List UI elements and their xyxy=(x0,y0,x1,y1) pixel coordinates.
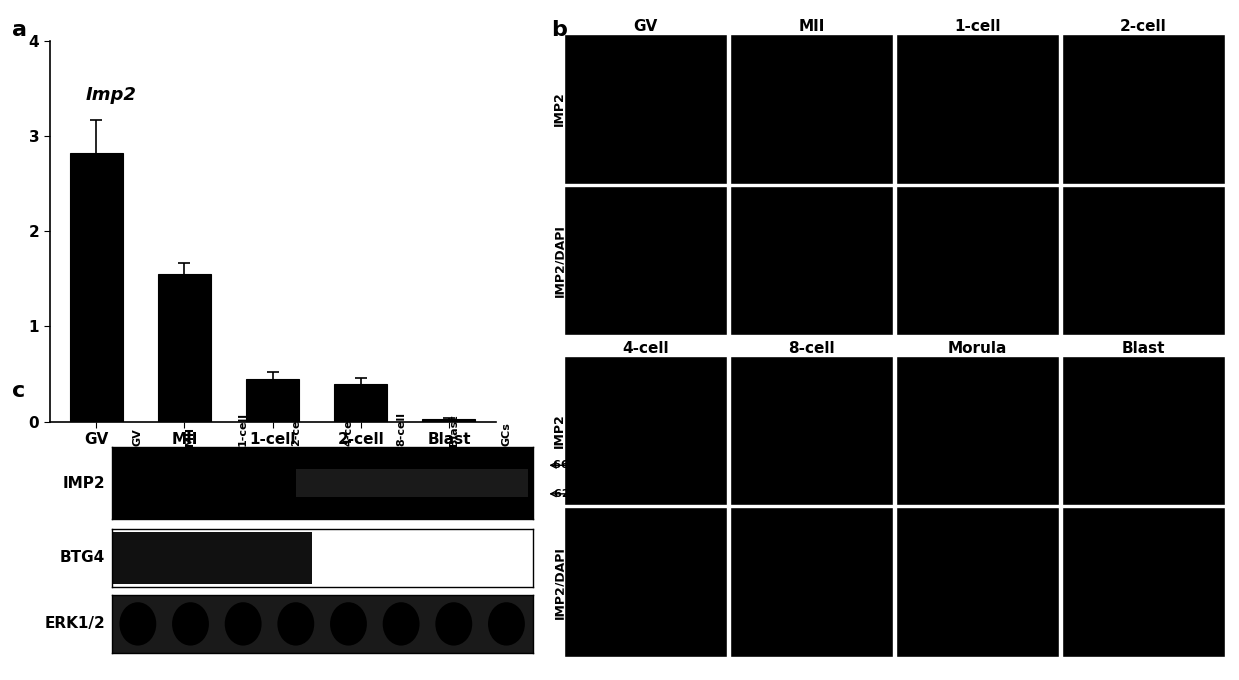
Text: 2-cell: 2-cell xyxy=(291,412,301,446)
Ellipse shape xyxy=(224,602,261,645)
Text: c: c xyxy=(12,381,26,401)
Text: b: b xyxy=(551,20,567,40)
Title: 1-cell: 1-cell xyxy=(954,19,1001,34)
Ellipse shape xyxy=(488,602,525,645)
Text: 8-cell: 8-cell xyxy=(396,412,406,446)
Bar xyxy=(296,469,528,497)
Text: Blast: Blast xyxy=(449,415,458,446)
Text: MII: MII xyxy=(186,427,196,446)
Text: GCs: GCs xyxy=(502,422,512,446)
Bar xyxy=(422,419,476,422)
Text: Imp2: Imp2 xyxy=(85,86,136,105)
Text: 1-cell: 1-cell xyxy=(238,412,248,446)
Ellipse shape xyxy=(435,602,472,645)
Bar xyxy=(247,379,299,422)
Text: 66 kDa: 66 kDa xyxy=(572,460,613,471)
Text: 66 kDa: 66 kDa xyxy=(554,460,597,471)
Text: 62 kDa: 62 kDa xyxy=(554,489,597,499)
Y-axis label: IMP2/DAPI: IMP2/DAPI xyxy=(553,545,566,619)
Ellipse shape xyxy=(278,602,315,645)
Text: BTG4: BTG4 xyxy=(59,550,105,566)
Y-axis label: IMP2: IMP2 xyxy=(553,91,566,126)
Title: GV: GV xyxy=(633,19,658,34)
Title: 8-cell: 8-cell xyxy=(788,341,835,356)
Bar xyxy=(159,274,211,422)
Bar xyxy=(335,384,387,422)
Y-axis label: IMP2: IMP2 xyxy=(553,413,566,448)
Title: Blast: Blast xyxy=(1121,341,1166,356)
Title: MII: MII xyxy=(798,19,825,34)
Bar xyxy=(69,153,123,422)
Title: Morula: Morula xyxy=(948,341,1007,356)
Text: ERK1/2: ERK1/2 xyxy=(45,616,105,632)
Ellipse shape xyxy=(330,602,367,645)
Ellipse shape xyxy=(172,602,209,645)
Text: a: a xyxy=(12,20,27,40)
Text: GV: GV xyxy=(133,428,142,446)
Ellipse shape xyxy=(383,602,420,645)
Ellipse shape xyxy=(119,602,156,645)
Title: 2-cell: 2-cell xyxy=(1120,19,1167,34)
Bar xyxy=(112,532,312,584)
Text: IMP2: IMP2 xyxy=(63,475,105,491)
Y-axis label: IMP2/DAPI: IMP2/DAPI xyxy=(553,224,566,297)
Text: 62 kDa: 62 kDa xyxy=(572,489,613,499)
Title: 4-cell: 4-cell xyxy=(622,341,669,356)
Text: 4-cell: 4-cell xyxy=(343,412,353,446)
